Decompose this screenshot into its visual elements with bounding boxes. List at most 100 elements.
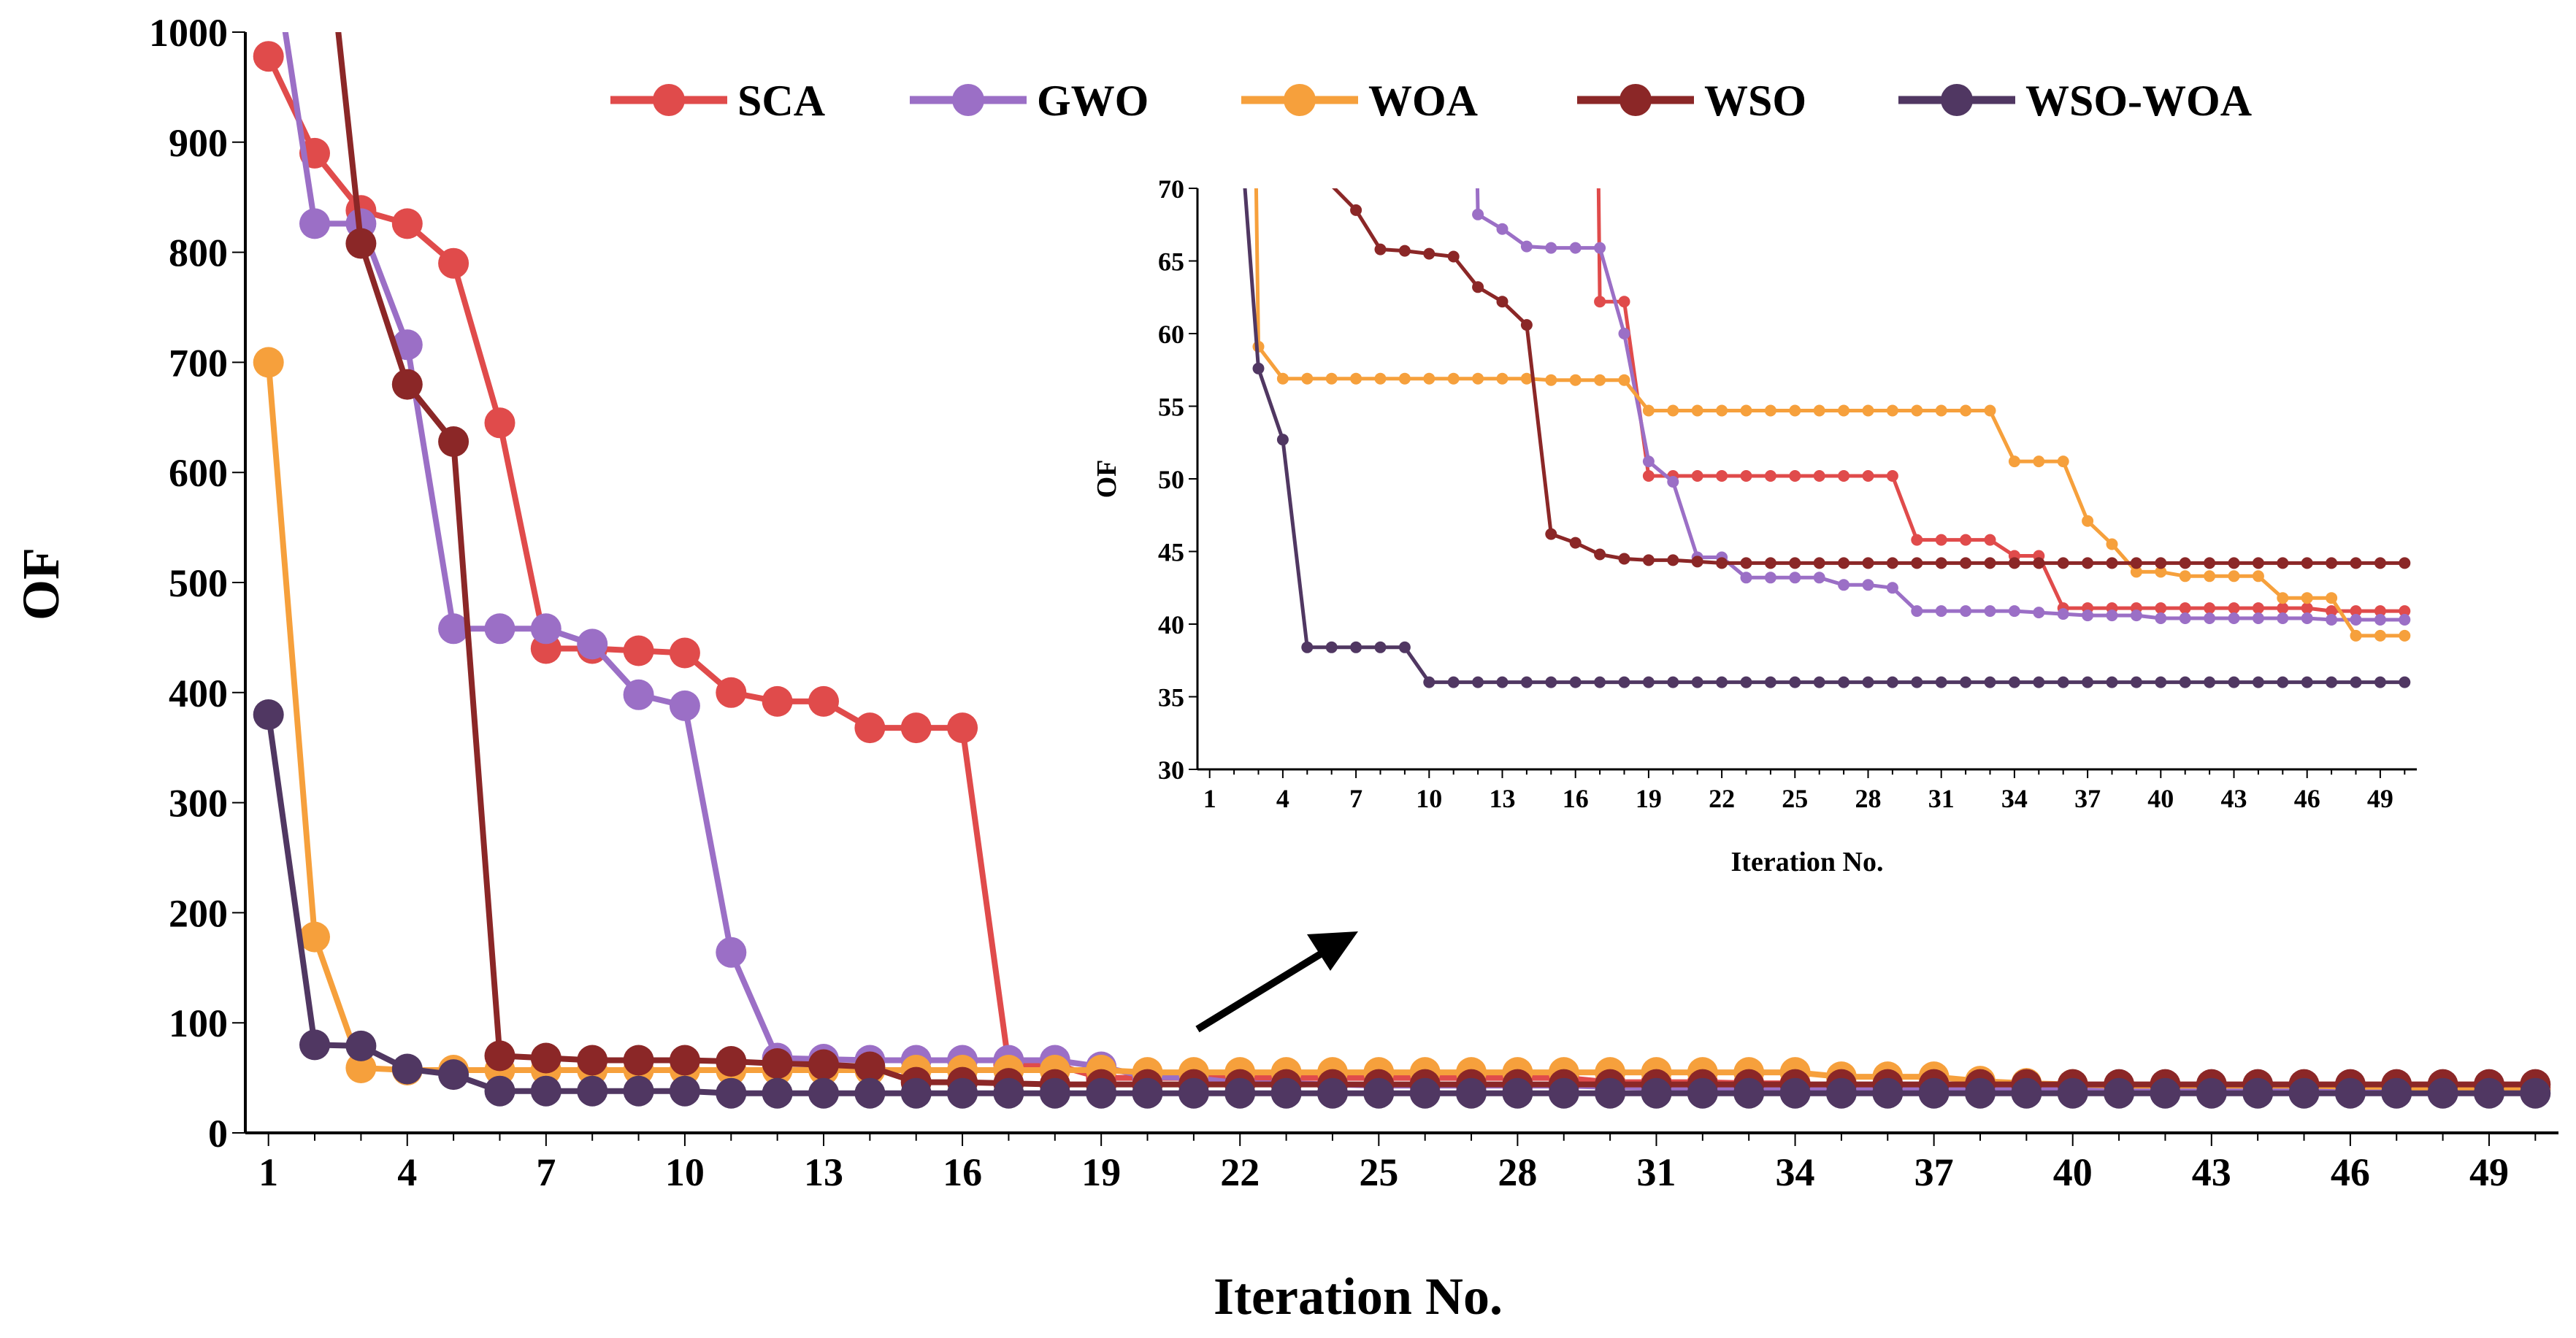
inset-point-woa-6: [1325, 372, 1338, 385]
inset-point-gwo-47: [2326, 614, 2338, 626]
inset-point-woa-21: [1691, 404, 1703, 417]
inset-point-woa-36: [2057, 455, 2069, 468]
inset-point-gwo-13: [1496, 223, 1509, 235]
main-point-wso-woa-20: [1132, 1077, 1163, 1109]
inset-point-sca-28: [1862, 470, 1874, 482]
inset-point-wso-36: [2057, 557, 2069, 569]
main-x-axis-title: Iteration No.: [1214, 1267, 1503, 1326]
inset-point-sca-32: [1960, 534, 1972, 546]
inset-point-wso-27: [1838, 557, 1850, 569]
main-point-sca-1: [253, 41, 284, 72]
inset-point-woa-40: [2155, 566, 2167, 578]
inset-point-wso-41: [2179, 557, 2191, 569]
inset-point-wso-woa-41: [2179, 676, 2191, 688]
main-point-wso-woa-46: [2334, 1077, 2366, 1109]
inset-point-woa-11: [1447, 372, 1460, 385]
inset-series-wso-woa: [1243, 188, 2411, 688]
inset-point-wso-35: [2033, 557, 2045, 569]
main-point-wso-woa-21: [1178, 1077, 1209, 1109]
inset-x-tick-label-31: 31: [1928, 784, 1955, 813]
zoom-arrow: [1195, 931, 1358, 1033]
inset-point-gwo-39: [2130, 610, 2142, 622]
inset-point-sca-33: [1984, 534, 1996, 546]
main-point-wso-woa-26: [1409, 1077, 1441, 1109]
main-point-wso-10: [669, 1045, 700, 1076]
inset-point-gwo-46: [2301, 612, 2313, 624]
inset-background: [1095, 168, 2424, 883]
inset-y-tick-label-35: 35: [1158, 683, 1184, 712]
inset-point-wso-woa-30: [1911, 676, 1923, 688]
inset-point-wso-37: [2082, 557, 2094, 569]
inset-point-wso-24: [1764, 557, 1776, 569]
legend-item-sca: SCA: [610, 77, 825, 125]
main-point-wso-13: [808, 1049, 839, 1080]
inset-point-woa-48: [2350, 629, 2362, 642]
inset-point-wso-28: [1862, 557, 1874, 569]
main-x-tick-label-16: 16: [943, 1150, 982, 1194]
inset-point-wso-woa-25: [1789, 676, 1801, 688]
inset-point-wso-woa-35: [2033, 676, 2045, 688]
inset-point-sca-44: [2252, 602, 2264, 615]
inset-x-tick-label-4: 4: [1276, 784, 1289, 813]
main-point-wso-woa-43: [2196, 1077, 2227, 1109]
inset-point-wso-woa-7: [1350, 641, 1362, 653]
main-point-wso-8: [577, 1045, 608, 1076]
main-point-wso-woa-35: [1825, 1077, 1857, 1109]
inset-x-tick-label-28: 28: [1855, 784, 1882, 813]
inset-x-tick-label-7: 7: [1349, 784, 1362, 813]
inset-point-woa-45: [2277, 592, 2289, 604]
main-point-wso-woa-38: [1965, 1077, 1996, 1109]
inset-point-woa-33: [1984, 404, 1996, 417]
main-point-wso-woa-32: [1687, 1077, 1718, 1109]
zoom-arrow-shaft: [1195, 945, 1331, 1033]
inset-point-gwo-27: [1838, 579, 1850, 591]
main-point-gwo-2: [299, 208, 330, 239]
inset-point-wso-woa-45: [2277, 676, 2289, 688]
main-y-tick-label-800: 800: [169, 231, 228, 275]
main-point-wso-woa-39: [2011, 1077, 2042, 1109]
main-point-wso-9: [623, 1045, 654, 1076]
inset-point-woa-23: [1740, 404, 1752, 417]
inset-y-tick-label-45: 45: [1158, 538, 1184, 567]
main-x-tick-label-1: 1: [258, 1150, 278, 1194]
main-point-wso-woa-18: [1039, 1077, 1070, 1109]
inset-point-sca-27: [1838, 470, 1850, 482]
inset-point-woa-10: [1423, 372, 1435, 385]
inset-point-wso-woa-36: [2057, 676, 2069, 688]
inset-point-wso-49: [2374, 557, 2386, 569]
main-point-wso-woa-30: [1595, 1077, 1626, 1109]
inset-point-gwo-19: [1642, 455, 1655, 468]
inset-point-gwo-32: [1960, 605, 1972, 618]
main-point-wso-woa-33: [1733, 1077, 1765, 1109]
inset-point-woa-47: [2326, 592, 2338, 604]
inset-point-wso-woa-12: [1472, 676, 1484, 688]
main-y-tick-label-200: 200: [169, 891, 228, 935]
inset-point-woa-42: [2204, 570, 2216, 583]
inset-point-woa-44: [2252, 570, 2264, 583]
inset-point-wso-woa-26: [1813, 676, 1825, 688]
main-series-group: [253, 32, 2551, 1109]
main-point-wso-woa-3: [345, 1030, 377, 1061]
inset-point-gwo-45: [2277, 612, 2289, 624]
inset-point-woa-29: [1886, 404, 1898, 417]
main-point-woa-3: [345, 1053, 377, 1083]
inset-point-wso-woa-13: [1496, 676, 1509, 688]
inset-point-wso-19: [1642, 554, 1655, 566]
main-y-tick-label-1000: 1000: [149, 11, 228, 55]
inset-point-gwo-25: [1789, 572, 1801, 584]
inset-point-wso-woa-20: [1667, 676, 1679, 688]
legend-marker-gwo: [952, 84, 984, 116]
main-point-gwo-11: [716, 937, 747, 968]
inset-point-gwo-35: [2033, 607, 2045, 619]
inset-y-tick-label-60: 60: [1158, 320, 1184, 349]
main-point-wso-woa-48: [2427, 1077, 2458, 1109]
inset-x-axis-title: Iteration No.: [1731, 847, 1884, 877]
inset-point-wso-woa-24: [1764, 676, 1776, 688]
inset-point-wso-46: [2301, 557, 2313, 569]
inset-point-sca-43: [2228, 602, 2240, 615]
main-point-wso-woa-45: [2288, 1077, 2320, 1109]
legend-item-woa: WOA: [1241, 77, 1478, 125]
inset-point-woa-37: [2082, 515, 2094, 527]
main-point-wso-woa-5: [438, 1059, 469, 1091]
